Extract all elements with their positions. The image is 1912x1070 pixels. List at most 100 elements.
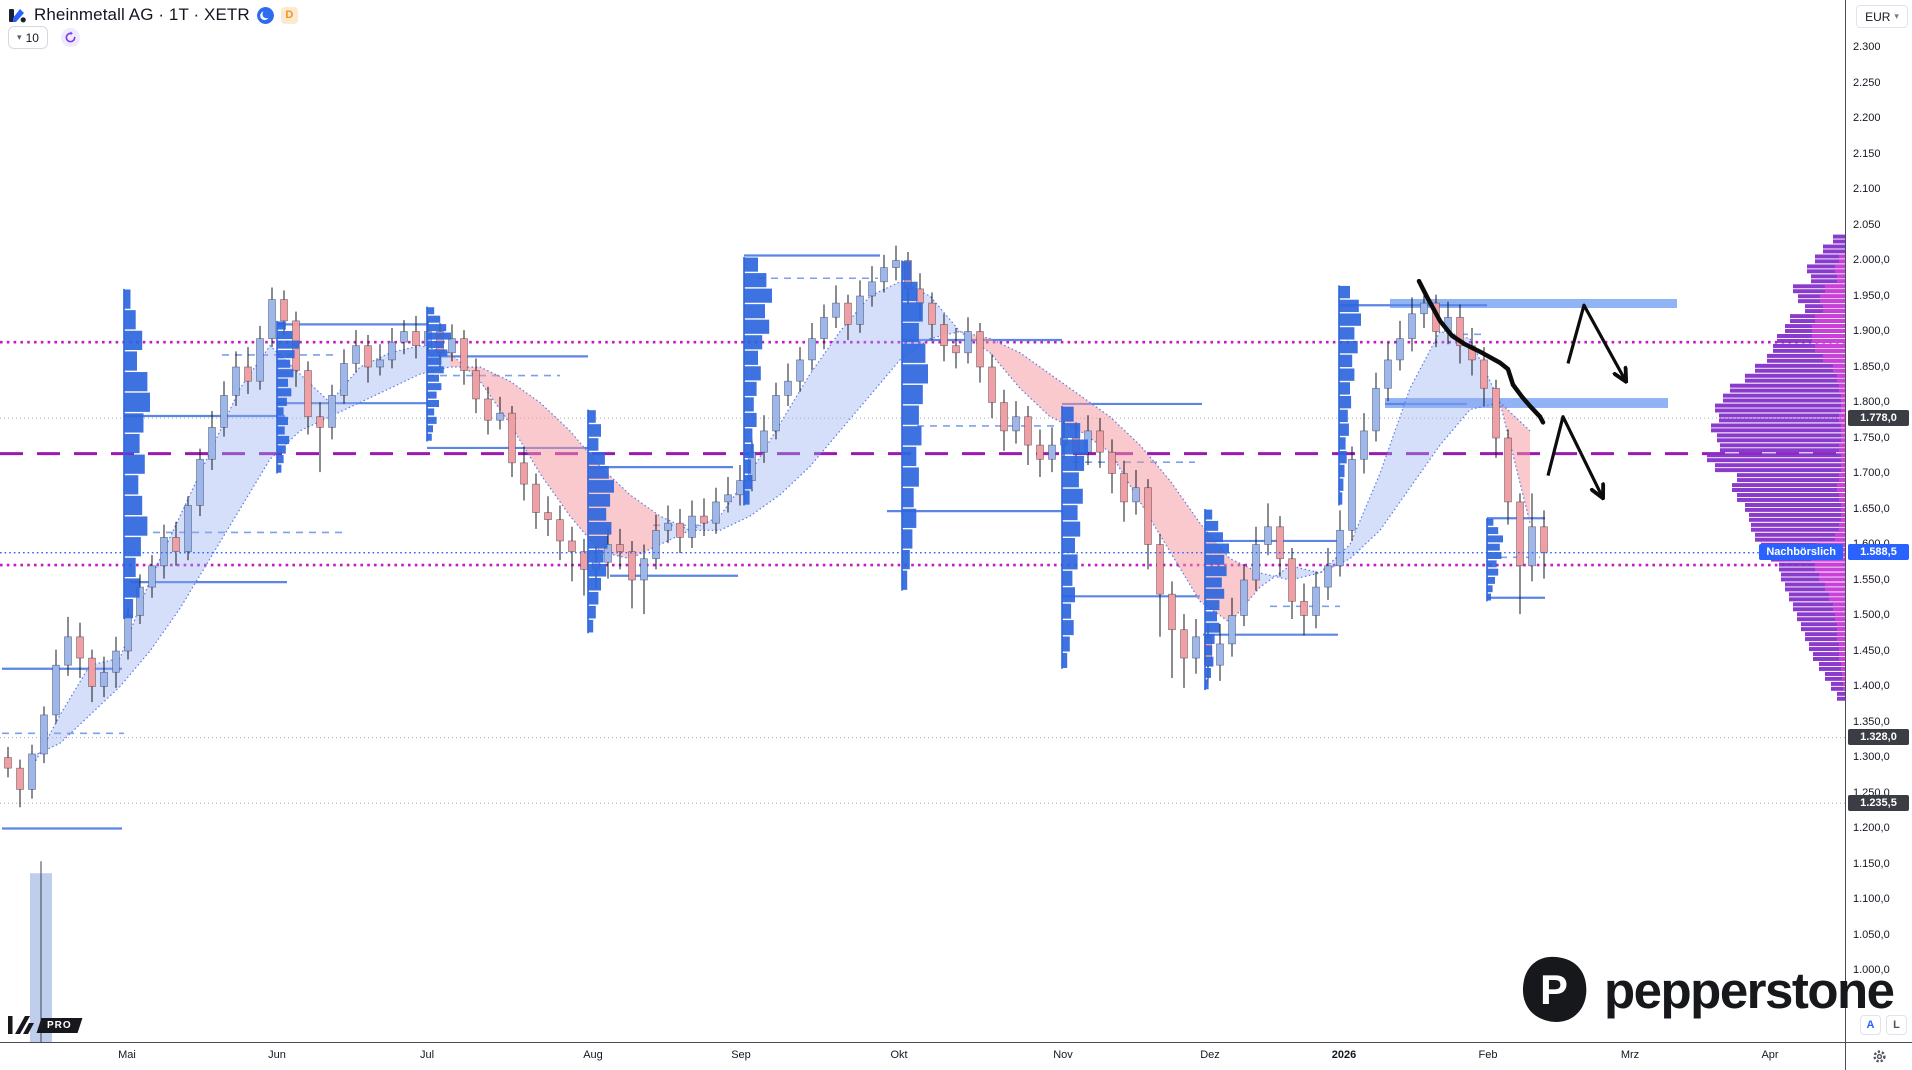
month-label: 2026 <box>1331 1049 1357 1061</box>
candle <box>820 316 828 339</box>
profile-bar <box>588 452 605 465</box>
candle <box>844 302 852 325</box>
composite-profile-bar <box>1717 438 1845 443</box>
composite-profile-bar <box>1715 468 1845 473</box>
profile-bar <box>277 340 299 349</box>
candle <box>1024 416 1032 446</box>
composite-profile-overlay <box>1815 314 1845 319</box>
price-scale[interactable]: 2.300 2.250 2.200 2.150 2.100 2.050 2.000,0 1.9… <box>1845 0 1912 1042</box>
profile-bar <box>744 304 765 319</box>
candle <box>580 551 588 570</box>
auto-scale-button[interactable]: A <box>1860 1015 1881 1035</box>
symbol-title[interactable]: Rheinmetall AG · 1T · XETR <box>34 5 250 24</box>
profile-bar <box>124 330 143 351</box>
profile-bar <box>902 364 928 384</box>
delayed-data-badge[interactable]: D <box>280 6 298 24</box>
profile-bar <box>1062 620 1074 636</box>
composite-profile-overlay <box>1825 289 1845 294</box>
replay-icon[interactable] <box>61 28 80 47</box>
candle <box>172 537 180 552</box>
profile-bar <box>744 490 750 505</box>
profile-bar <box>1062 587 1075 603</box>
gear-icon[interactable] <box>1872 1049 1887 1064</box>
log-scale-button[interactable]: L <box>1886 1015 1907 1035</box>
profile-bar <box>124 413 144 433</box>
profile-bar <box>427 315 441 323</box>
magenta-dotted-levels[interactable] <box>0 340 1845 567</box>
composite-volume-profile <box>1707 234 1845 701</box>
candle <box>1156 544 1164 595</box>
composite-profile-bar <box>1819 662 1845 667</box>
candle <box>1336 529 1344 567</box>
composite-profile-bar <box>1730 388 1845 393</box>
ribbon-bear-segment <box>960 331 1260 623</box>
candle <box>964 331 972 354</box>
tradingview-pro-watermark[interactable]: PRO <box>8 1016 83 1034</box>
composite-profile-bar <box>1831 686 1845 691</box>
bar-count-dropdown[interactable]: ▾ 10 <box>8 26 48 49</box>
candle <box>808 338 816 361</box>
composite-profile-overlay <box>1841 423 1845 428</box>
candle <box>112 650 120 673</box>
hand-drawn-annotations[interactable] <box>1416 278 1625 497</box>
month-label: Jul <box>419 1049 435 1061</box>
profile-bar <box>277 397 287 406</box>
price-chart-canvas[interactable] <box>0 0 1845 1042</box>
price-label: 2.250 <box>1853 76 1881 89</box>
composite-profile-overlay <box>1841 463 1845 468</box>
price-label: 1.300,0 <box>1853 751 1890 763</box>
candle <box>724 494 732 503</box>
profile-bar <box>124 454 145 474</box>
candle <box>232 366 240 396</box>
composite-profile-bar <box>1809 642 1845 647</box>
candle <box>1504 437 1512 503</box>
profile-bar <box>588 619 594 633</box>
composite-profile-overlay <box>1823 353 1845 358</box>
composite-profile-bar <box>1813 656 1845 661</box>
profile-bar <box>277 350 295 359</box>
composite-profile-bar <box>1819 666 1845 671</box>
currency-dropdown[interactable]: EUR ▾ <box>1856 5 1908 28</box>
candle <box>1372 387 1380 432</box>
candle <box>52 664 60 716</box>
price-label: 2.050 <box>1853 218 1881 231</box>
profile-bar <box>1062 554 1078 570</box>
candle <box>1264 526 1272 545</box>
scale-mode-buttons: A L <box>1860 1015 1907 1035</box>
composite-profile-overlay <box>1812 334 1845 338</box>
profile-bar <box>1339 313 1361 326</box>
profile-bar <box>1339 368 1355 381</box>
candle <box>1000 402 1008 432</box>
candle <box>1180 629 1188 659</box>
profile-bar <box>744 381 757 396</box>
profile-bar <box>1205 543 1229 554</box>
month-label: Nov <box>1053 1049 1073 1061</box>
month-label: Sep <box>731 1049 751 1061</box>
profile-bar <box>902 508 917 528</box>
candle <box>832 302 840 318</box>
composite-profile-overlay <box>1839 522 1845 527</box>
candle <box>352 345 360 364</box>
composite-profile-overlay <box>1833 602 1845 607</box>
profile-bar <box>1062 652 1068 668</box>
market-closed-moon-icon <box>256 6 274 24</box>
candle <box>556 519 564 542</box>
composite-profile-overlay <box>1837 378 1845 383</box>
candle <box>616 544 624 552</box>
composite-profile-overlay <box>1812 338 1845 343</box>
profile-bar <box>1339 327 1355 340</box>
symbol-header[interactable]: Rheinmetall AG · 1T · XETR D <box>8 5 298 25</box>
candle <box>28 753 36 790</box>
highlight-bar <box>30 861 52 1042</box>
candle <box>256 338 264 382</box>
composite-profile-overlay <box>1815 567 1845 572</box>
time-scale[interactable]: Mai Jun Jul Aug Sep Okt Nov Dez 2026 Feb Mrz Apr <box>0 1042 1912 1070</box>
profile-bar <box>902 405 919 425</box>
composite-profile-bar <box>1720 443 1845 448</box>
composite-profile-overlay <box>1812 324 1845 329</box>
profile-bar <box>1062 636 1070 652</box>
composite-profile-bar <box>1715 463 1845 468</box>
pepperstone-mark-icon: P <box>1522 956 1587 1022</box>
drawn-arrow <box>1546 415 1602 497</box>
profile-bar <box>124 433 140 454</box>
